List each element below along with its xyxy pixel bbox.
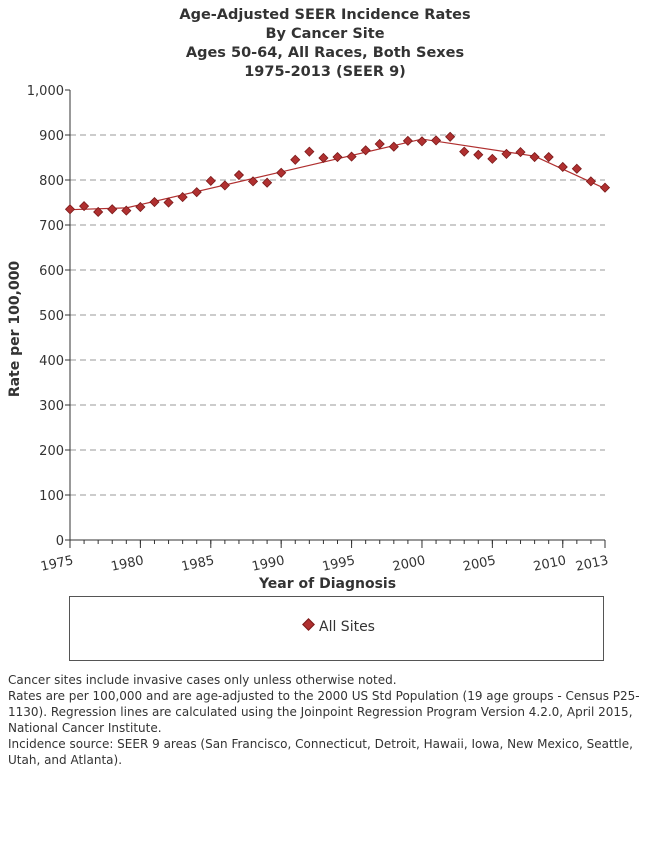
data-point <box>571 163 582 174</box>
diamond-marker-icon <box>302 618 315 631</box>
data-point <box>219 180 230 191</box>
x-tick-label: 2013 <box>574 553 609 575</box>
y-tick-label: 200 <box>39 444 64 459</box>
data-point <box>501 148 512 159</box>
data-point <box>304 146 315 157</box>
data-point <box>445 131 456 142</box>
data-point <box>487 153 498 164</box>
y-tick-label: 400 <box>39 354 64 369</box>
data-point <box>473 149 484 160</box>
data-point <box>360 145 371 156</box>
y-tick-label: 700 <box>39 219 64 234</box>
y-tick-label: 900 <box>39 129 64 144</box>
data-point <box>163 197 174 208</box>
x-tick-label: 1985 <box>180 553 215 575</box>
data-point <box>177 192 188 203</box>
y-tick-label: 0 <box>56 534 64 549</box>
data-point <box>459 146 470 157</box>
y-tick-label: 300 <box>39 399 64 414</box>
incidence-chart: 0 100 200 300 400 500 600 700 800 900 1,000 1975 198… <box>7 84 611 592</box>
chart-legend: All Sites <box>69 596 604 661</box>
y-tick-label: 1,000 <box>27 84 64 99</box>
data-point <box>247 176 259 187</box>
data-point <box>205 175 216 186</box>
data-point <box>93 206 104 218</box>
x-tick-label: 2000 <box>391 553 426 575</box>
chart-title-line: By Cancer Site <box>265 26 385 42</box>
data-point <box>416 136 428 147</box>
data-point <box>346 151 357 162</box>
y-tick-label: 800 <box>39 174 64 189</box>
data-point <box>332 151 343 163</box>
data-point <box>135 201 146 213</box>
data-point <box>107 204 118 215</box>
x-tick-label: 1975 <box>39 553 74 575</box>
legend-label: All Sites <box>319 619 375 635</box>
data-point <box>276 167 287 178</box>
data-point <box>515 147 526 158</box>
data-point <box>121 205 132 216</box>
y-tick-label: 100 <box>39 489 64 504</box>
data-point <box>585 176 596 187</box>
data-point <box>149 196 160 208</box>
chart-title-line: 1975-2013 (SEER 9) <box>244 64 406 80</box>
data-point <box>402 135 413 146</box>
footnotes: Cancer sites include invasive cases only… <box>8 672 644 768</box>
x-tick-label: 2005 <box>462 553 497 575</box>
chart-title: Age-Adjusted SEER Incidence Rates By Can… <box>0 6 650 82</box>
chart-title-line: Age-Adjusted SEER Incidence Rates <box>179 7 471 23</box>
x-tick-label: 1980 <box>110 553 145 575</box>
data-point <box>318 152 329 164</box>
legend-item-all-sites[interactable]: All Sites <box>302 618 375 635</box>
regression-line <box>69 138 606 211</box>
data-point <box>191 187 202 198</box>
data-point <box>374 138 385 150</box>
y-tick-label: 600 <box>39 264 64 279</box>
data-point <box>262 177 273 188</box>
y-tick-label: 500 <box>39 309 64 324</box>
x-tick-label: 1990 <box>251 553 286 575</box>
data-point <box>543 151 554 163</box>
footnote: Incidence source: SEER 9 areas (San Fran… <box>8 737 633 767</box>
data-point <box>233 169 245 181</box>
x-tick-label: 1995 <box>321 553 356 575</box>
chart-title-line: Ages 50-64, All Races, Both Sexes <box>185 45 465 61</box>
data-point <box>388 141 399 152</box>
data-point <box>290 154 301 165</box>
data-point <box>529 151 540 163</box>
x-axis-title: Year of Diagnosis <box>258 576 396 592</box>
data-point <box>64 204 76 215</box>
x-tick-label: 2010 <box>532 553 567 575</box>
data-point <box>430 135 442 146</box>
data-point <box>79 201 90 212</box>
data-point <box>557 161 568 173</box>
footnote: Rates are per 100,000 and are age-adjust… <box>8 689 640 735</box>
y-axis-title: Rate per 100,000 <box>7 261 23 398</box>
footnote: Cancer sites include invasive cases only… <box>8 673 397 687</box>
data-point <box>599 182 611 193</box>
